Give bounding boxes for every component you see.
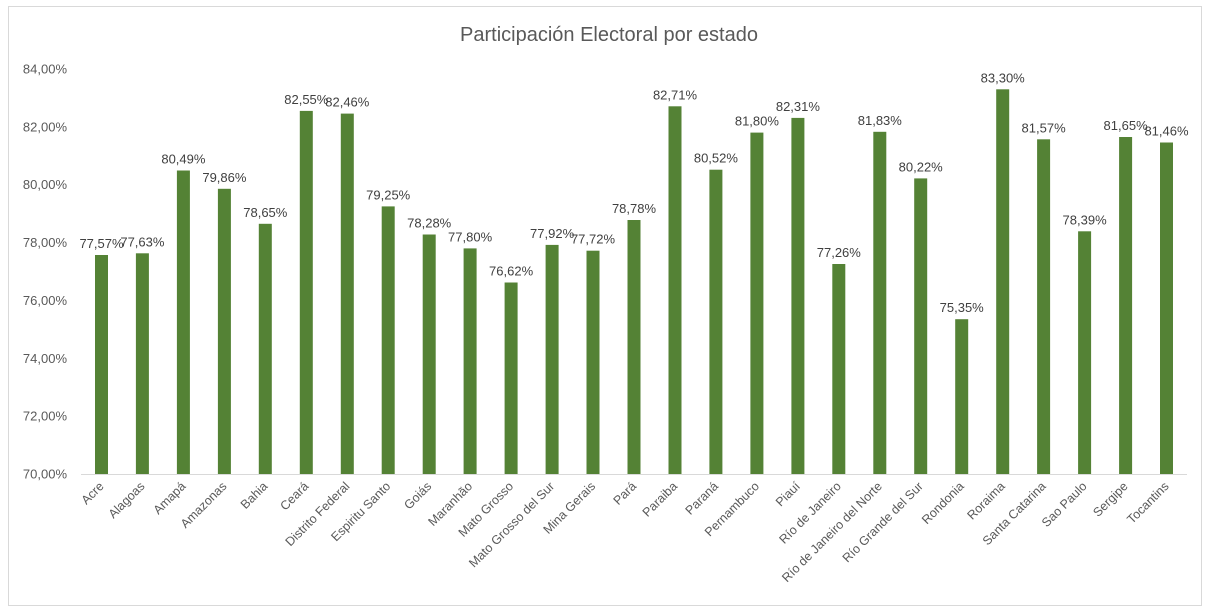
x-tick-label: Alagoas [106,479,148,521]
bar [176,170,190,474]
data-label: 77,80% [448,229,493,244]
data-label: 82,71% [653,87,698,102]
bar [709,169,723,474]
data-label: 79,25% [366,187,411,202]
data-label: 82,46% [325,95,370,110]
data-label: 82,31% [776,99,821,114]
data-label: 78,65% [243,205,288,220]
bar [258,223,272,474]
y-tick-label: 78,00% [23,235,68,250]
bar [1078,231,1092,474]
x-tick-label: Sergipe [1090,479,1130,519]
bar [217,188,231,475]
bar [381,206,395,474]
bar [422,234,436,474]
bar [955,319,969,474]
bar [1119,137,1133,474]
bar [463,248,477,474]
data-label: 77,26% [817,245,862,260]
bar [299,110,313,475]
bar [873,131,887,475]
x-tick-label: Tocantins [1124,479,1171,526]
x-tick-label: Goiás [401,479,434,512]
x-tick-label: Amapá [151,479,189,517]
data-label: 77,92% [530,226,575,241]
data-label: 80,22% [899,159,944,174]
bars [95,89,1173,475]
bar [504,282,518,474]
data-label: 78,28% [407,216,452,231]
x-tick-label: Acre [79,479,107,507]
bar-chart: Participación Electoral por estado 70,00… [23,24,1189,585]
data-label: 80,49% [161,152,206,167]
y-tick-label: 82,00% [23,119,68,134]
x-tick-label: Paraná [683,479,721,517]
chart-frame: Participación Electoral por estado 70,00… [8,6,1202,606]
data-label: 81,65% [1104,118,1149,133]
x-tick-label: Rondonia [919,479,967,527]
x-tick-label: Río Grande del Sur [840,479,926,565]
data-label: 78,78% [612,201,657,216]
x-tick-label: Sao Paulo [1039,479,1090,530]
data-label: 83,30% [981,70,1026,85]
x-tick-label: Bahia [238,479,271,512]
data-label: 77,72% [571,232,616,247]
x-tick-label: Piauí [773,479,803,509]
x-tick-label: Pará [611,479,640,508]
bar [627,220,641,474]
data-label: 76,62% [489,264,534,279]
data-labels: 77,57%77,63% 80,49% 79,86% 78,65% 82,55%82,4… [79,70,1189,315]
data-label: 81,46% [1144,124,1189,139]
y-tick-label: 74,00% [23,351,68,366]
data-label: 79,86% [202,170,247,185]
data-label: 81,83% [858,113,903,128]
bar [95,255,108,474]
data-label: 82,55% [284,92,329,107]
bar [1037,139,1051,475]
y-tick-label: 76,00% [23,293,68,308]
x-tick-label: Ceará [277,479,311,513]
bar [545,244,559,474]
data-label: 77,63% [120,234,165,249]
bar [791,117,805,475]
y-tick-label: 84,00% [23,62,68,77]
y-tick-label: 80,00% [23,177,68,192]
bar [832,264,846,474]
x-tick-label: Paraiba [640,479,680,519]
data-label: 78,39% [1063,212,1108,227]
data-label: 81,57% [1022,120,1067,135]
data-label: 77,57% [79,236,124,251]
bar [340,113,354,474]
bar [1160,142,1173,474]
y-tick-label: 70,00% [23,467,68,482]
y-tick-label: 72,00% [23,409,68,424]
data-label: 81,80% [735,114,780,129]
y-axis: 70,00% 72,00% 74,00% 76,00% 78,00% 80,00% 82,0… [23,62,68,482]
bar [750,132,764,474]
bar [668,106,682,475]
bar [135,253,149,474]
data-label: 75,35% [940,300,985,315]
data-label: 80,52% [694,151,739,166]
bar [914,178,928,474]
chart-title: Participación Electoral por estado [460,24,758,46]
bar [996,89,1010,475]
bar [586,250,600,474]
